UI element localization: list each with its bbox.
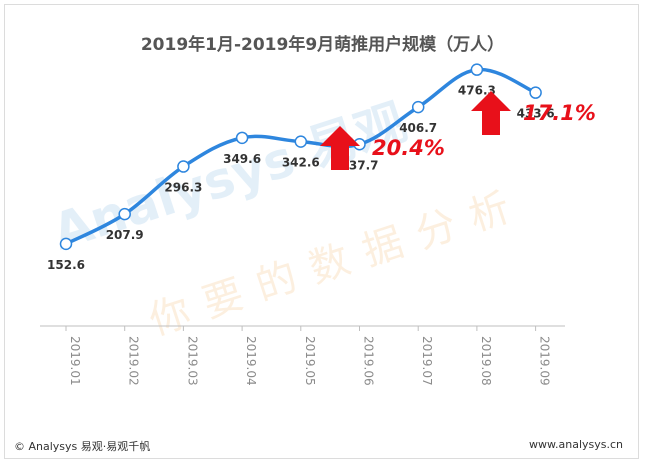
x-tick-labels: 2019.01 2019.02 2019.03 2019.04 2019.05 2019.… <box>68 336 552 386</box>
chart-frame <box>4 4 639 459</box>
x-tick-label: 2019.02 <box>127 336 141 386</box>
x-tick-label: 2019.08 <box>479 336 493 386</box>
growth-rate-label: 20.4% <box>372 136 445 160</box>
footer-copyright: © Analysys 易观·易观千帆 <box>14 440 151 453</box>
x-ticks <box>65 326 537 331</box>
x-tick-label: 2019.05 <box>303 336 317 386</box>
data-labels: 152.6 207.9 296.3 349.6 342.6 337.7 406.7 476.3… <box>47 84 555 272</box>
data-point <box>177 160 190 173</box>
growth-rate-label: 17.1% <box>523 101 596 125</box>
growth-annotations: 20.4% 17.1% <box>320 91 596 170</box>
x-tick-label: 2019.06 <box>362 336 376 386</box>
data-label: 433.6 <box>517 107 555 121</box>
x-tick-label: 2019.03 <box>185 336 199 386</box>
data-label: 406.7 <box>399 121 437 135</box>
x-tick-label: 2019.07 <box>420 336 434 386</box>
data-point <box>411 100 425 114</box>
data-label: 296.3 <box>164 181 202 195</box>
data-label: 342.6 <box>282 156 320 170</box>
data-points <box>59 63 542 251</box>
x-tick-label: 2019.01 <box>68 336 82 386</box>
data-label: 349.6 <box>223 152 261 166</box>
data-label: 476.3 <box>458 84 496 98</box>
data-label: 152.6 <box>47 258 85 272</box>
data-point <box>529 86 542 99</box>
x-tick-label: 2019.09 <box>538 336 552 386</box>
data-point <box>470 63 484 76</box>
up-arrow-icon <box>320 126 360 170</box>
data-point <box>118 207 131 221</box>
data-point <box>235 131 249 145</box>
data-label: 207.9 <box>106 228 144 242</box>
data-point <box>294 135 308 148</box>
chart-title: 2019年1月-2019年9月萌推用户规模（万人） <box>140 35 505 55</box>
growth-annotation: 20.4% <box>320 126 445 170</box>
up-arrow-icon <box>471 91 511 135</box>
data-label: 337.7 <box>341 158 379 172</box>
x-tick-label: 2019.04 <box>244 336 258 386</box>
growth-annotation: 17.1% <box>471 91 596 135</box>
footer-website: www.analysys.cn <box>529 438 623 451</box>
data-point <box>59 237 73 251</box>
